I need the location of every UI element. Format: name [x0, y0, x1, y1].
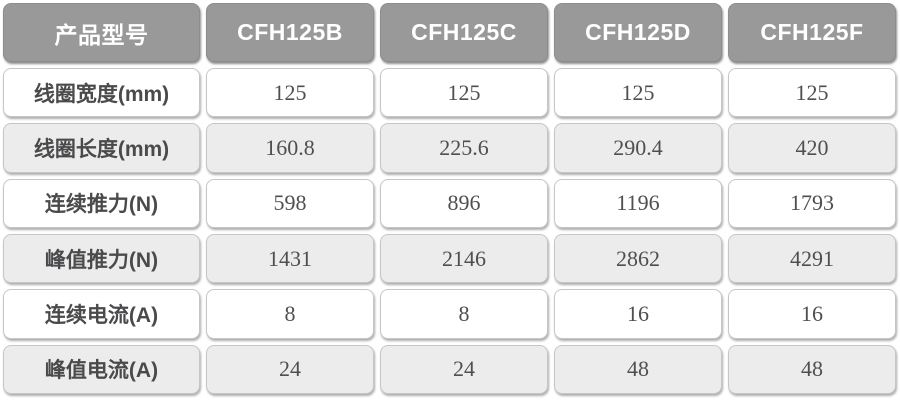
value-cell: 125 [554, 68, 722, 118]
value-cell: 24 [206, 344, 374, 394]
row-label-coil-width: 线圈宽度(mm) [3, 68, 200, 118]
value-cell: 8 [206, 289, 374, 339]
value-cell: 24 [380, 344, 548, 394]
value-cell: 125 [380, 68, 548, 118]
value-cell: 48 [554, 344, 722, 394]
value-cell: 1431 [206, 233, 374, 284]
value-cell: 896 [380, 178, 548, 228]
value-cell: 598 [206, 178, 374, 228]
row-label-peak-thrust: 峰值推力(N) [3, 233, 200, 284]
value-cell: 2146 [380, 233, 548, 284]
header-cell-product-model: 产品型号 [3, 3, 200, 62]
row-label-continuous-current: 连续电流(A) [3, 289, 200, 339]
header-cell-model-2: CFH125C [380, 3, 548, 62]
value-cell: 16 [728, 289, 896, 339]
header-cell-model-4: CFH125F [728, 3, 896, 62]
value-cell: 2862 [554, 233, 722, 284]
value-cell: 48 [728, 344, 896, 394]
row-label-coil-length: 线圈长度(mm) [3, 123, 200, 173]
value-cell: 16 [554, 289, 722, 339]
value-cell: 160.8 [206, 123, 374, 173]
value-cell: 1793 [728, 178, 896, 228]
value-cell: 420 [728, 123, 896, 173]
value-cell: 4291 [728, 233, 896, 284]
value-cell: 125 [206, 68, 374, 118]
value-cell: 8 [380, 289, 548, 339]
row-label-peak-current: 峰值电流(A) [3, 344, 200, 394]
row-label-continuous-thrust: 连续推力(N) [3, 178, 200, 228]
header-cell-model-3: CFH125D [554, 3, 722, 62]
value-cell: 225.6 [380, 123, 548, 173]
header-cell-model-1: CFH125B [206, 3, 374, 62]
value-cell: 125 [728, 68, 896, 118]
value-cell: 290.4 [554, 123, 722, 173]
value-cell: 1196 [554, 178, 722, 228]
